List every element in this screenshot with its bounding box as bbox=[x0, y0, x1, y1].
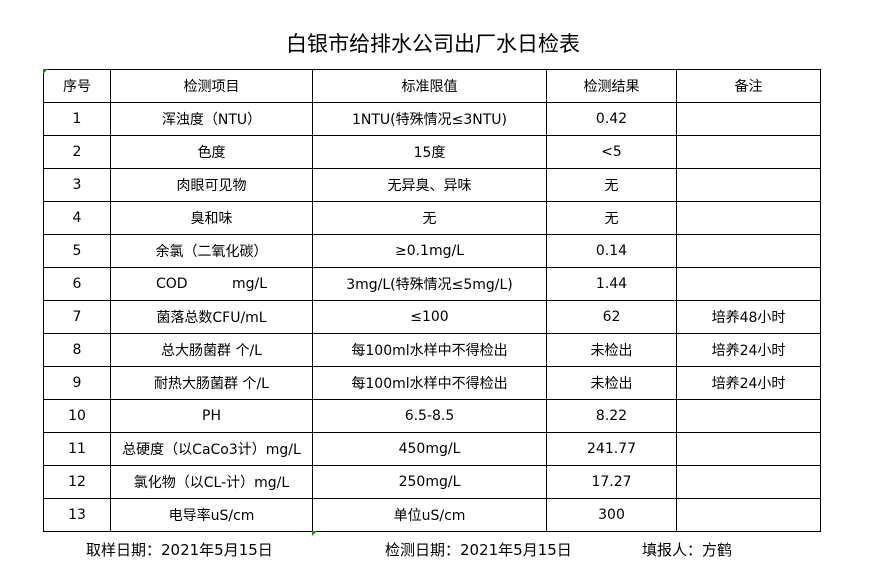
row-number-cell: 9 bbox=[43, 366, 111, 400]
test-result-cell: 0.14 bbox=[546, 234, 677, 268]
row-number-cell: 2 bbox=[43, 135, 111, 169]
remark-cell bbox=[676, 201, 821, 235]
table-row: 10 PH 6.5-8.5 8.22 bbox=[43, 399, 821, 433]
remark-cell bbox=[676, 168, 821, 202]
remark-cell bbox=[676, 432, 821, 466]
test-item-cell: 总大肠菌群 个/L bbox=[110, 333, 313, 367]
test-item-cell: 总硬度（以CaCo3计）mg/L bbox=[110, 432, 313, 466]
table-row: 1 浑浊度（NTU） 1NTU(特殊情况≤3NTU) 0.42 bbox=[43, 102, 821, 136]
standard-limit-cell: 6.5-8.5 bbox=[312, 399, 547, 433]
table-row: 7 菌落总数CFU/mL ≤100 62 培养48小时 bbox=[43, 300, 821, 334]
row-number-cell: 13 bbox=[43, 498, 111, 532]
test-result-cell: 8.22 bbox=[546, 399, 677, 433]
table-row: 9 耐热大肠菌群 个/L 每100ml水样中不得检出 未检出 培养24小时 bbox=[43, 366, 821, 400]
header-cell: 序号 bbox=[43, 69, 111, 103]
test-result-cell: 0.42 bbox=[546, 102, 677, 136]
cell-marker bbox=[312, 531, 317, 536]
remark-cell bbox=[676, 234, 821, 268]
reporter: 填报人：方鹤 bbox=[642, 541, 733, 559]
test-result-cell: <5 bbox=[546, 135, 677, 169]
row-number-cell: 4 bbox=[43, 201, 111, 235]
test-result-cell: 无 bbox=[546, 168, 677, 202]
row-number-cell: 7 bbox=[43, 300, 111, 334]
test-result-cell: 无 bbox=[546, 201, 677, 235]
test-result-cell: 未检出 bbox=[546, 333, 677, 367]
cell-marker bbox=[43, 69, 48, 74]
row-number-cell: 10 bbox=[43, 399, 111, 433]
table-row: 6 COD mg/L 3mg/L(特殊情况≤5mg/L) 1.44 bbox=[43, 267, 821, 301]
row-number-cell: 1 bbox=[43, 102, 111, 136]
test-item-cell: 余氯（二氧化碳） bbox=[110, 234, 313, 268]
standard-limit-cell: ≤100 bbox=[312, 300, 547, 334]
test-item-cell: 臭和味 bbox=[110, 201, 313, 235]
test-date: 检测日期：2021年5月15日 bbox=[385, 541, 572, 559]
standard-limit-cell: 每100ml水样中不得检出 bbox=[312, 333, 547, 367]
test-item-cell: 肉眼可见物 bbox=[110, 168, 313, 202]
test-item-cell: 菌落总数CFU/mL bbox=[110, 300, 313, 334]
header-cell: 检测项目 bbox=[110, 69, 313, 103]
test-item-cell: PH bbox=[110, 399, 313, 433]
sampling-date: 取样日期：2021年5月15日 bbox=[86, 541, 273, 559]
row-number-cell: 11 bbox=[43, 432, 111, 466]
standard-limit-cell: 250mg/L bbox=[312, 465, 547, 499]
standard-limit-cell: ≥0.1mg/L bbox=[312, 234, 547, 268]
test-item-cell: COD mg/L bbox=[110, 267, 313, 301]
remark-cell bbox=[676, 102, 821, 136]
remark-cell bbox=[676, 135, 821, 169]
test-item-cell: 色度 bbox=[110, 135, 313, 169]
remark-cell: 培养48小时 bbox=[676, 300, 821, 334]
table-row: 12 氯化物（以CL-计）mg/L 250mg/L 17.27 bbox=[43, 465, 821, 499]
table-row: 3 肉眼可见物 无异臭、异味无 bbox=[43, 168, 821, 202]
standard-limit-cell: 无异臭、异味 bbox=[312, 168, 547, 202]
test-item-cell: 耐热大肠菌群 个/L bbox=[110, 366, 313, 400]
remark-cell: 培养24小时 bbox=[676, 333, 821, 367]
inspection-table: 序号 检测项目 标准限值 检测结果 备注 1 浑浊度（NTU） 1NTU(特殊情况≤… bbox=[43, 69, 821, 532]
test-result-cell: 62 bbox=[546, 300, 677, 334]
table-row: 5 余氯（二氧化碳） ≥0.1mg/L 0.14 bbox=[43, 234, 821, 268]
test-result-cell: 17.27 bbox=[546, 465, 677, 499]
header-row: 序号 检测项目 标准限值 检测结果 备注 bbox=[43, 69, 821, 103]
standard-limit-cell: 1NTU(特殊情况≤3NTU) bbox=[312, 102, 547, 136]
remark-cell bbox=[676, 267, 821, 301]
standard-limit-cell: 15度 bbox=[312, 135, 547, 169]
standard-limit-cell: 每100ml水样中不得检出 bbox=[312, 366, 547, 400]
standard-limit-cell: 单位uS/cm bbox=[312, 498, 547, 532]
table-row: 13 电导率uS/cm 单位uS/cm 300 bbox=[43, 498, 821, 532]
table-row: 8 总大肠菌群 个/L 每100ml水样中不得检出 未检出 培养24小时 bbox=[43, 333, 821, 367]
header-cell: 标准限值 bbox=[312, 69, 547, 103]
page-title: 白银市给排水公司出厂水日检表 bbox=[286, 32, 580, 56]
test-item-cell: 氯化物（以CL-计）mg/L bbox=[110, 465, 313, 499]
header-cell: 检测结果 bbox=[546, 69, 677, 103]
remark-cell bbox=[676, 399, 821, 433]
row-number-cell: 12 bbox=[43, 465, 111, 499]
test-result-cell: 1.44 bbox=[546, 267, 677, 301]
standard-limit-cell: 3mg/L(特殊情况≤5mg/L) bbox=[312, 267, 547, 301]
table-row: 4 臭和味无无 bbox=[43, 201, 821, 235]
test-result-cell: 300 bbox=[546, 498, 677, 532]
table-row: 2 色度 15度 <5 bbox=[43, 135, 821, 169]
row-number-cell: 5 bbox=[43, 234, 111, 268]
standard-limit-cell: 450mg/L bbox=[312, 432, 547, 466]
remark-cell bbox=[676, 465, 821, 499]
test-result-cell: 未检出 bbox=[546, 366, 677, 400]
remark-cell bbox=[676, 498, 821, 532]
remark-cell: 培养24小时 bbox=[676, 366, 821, 400]
row-number-cell: 3 bbox=[43, 168, 111, 202]
row-number-cell: 6 bbox=[43, 267, 111, 301]
header-cell: 备注 bbox=[676, 69, 821, 103]
table-row: 11 总硬度（以CaCo3计）mg/L 450mg/L 241.77 bbox=[43, 432, 821, 466]
test-result-cell: 241.77 bbox=[546, 432, 677, 466]
test-item-cell: 浑浊度（NTU） bbox=[110, 102, 313, 136]
standard-limit-cell: 无 bbox=[312, 201, 547, 235]
test-item-cell: 电导率uS/cm bbox=[110, 498, 313, 532]
row-number-cell: 8 bbox=[43, 333, 111, 367]
